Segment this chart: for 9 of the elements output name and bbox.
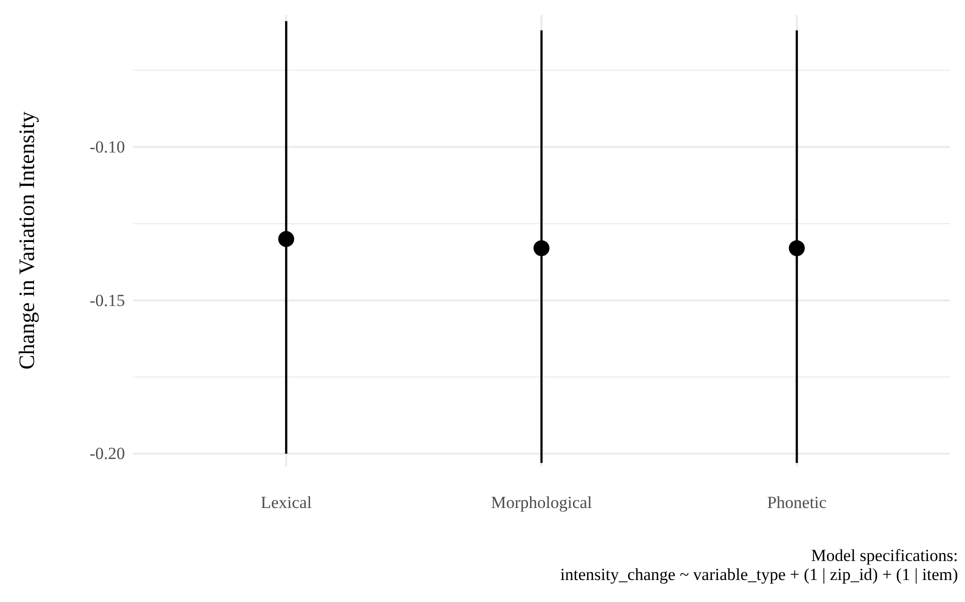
x-tick-label: Phonetic — [767, 493, 828, 512]
y-axis-title: Change in Variation Intensity — [14, 111, 39, 370]
y-tick-label: -0.20 — [90, 444, 125, 464]
x-tick-label: Lexical — [260, 493, 312, 512]
y-tick-label: -0.10 — [90, 137, 125, 156]
x-tick-label: Morphological — [490, 493, 592, 512]
y-tick-label: -0.15 — [90, 290, 125, 310]
text: Model specifications: — [811, 546, 958, 565]
text: intensity_change ~ variable_type + (1 | zip_id) + (1 | item) — [560, 565, 958, 584]
